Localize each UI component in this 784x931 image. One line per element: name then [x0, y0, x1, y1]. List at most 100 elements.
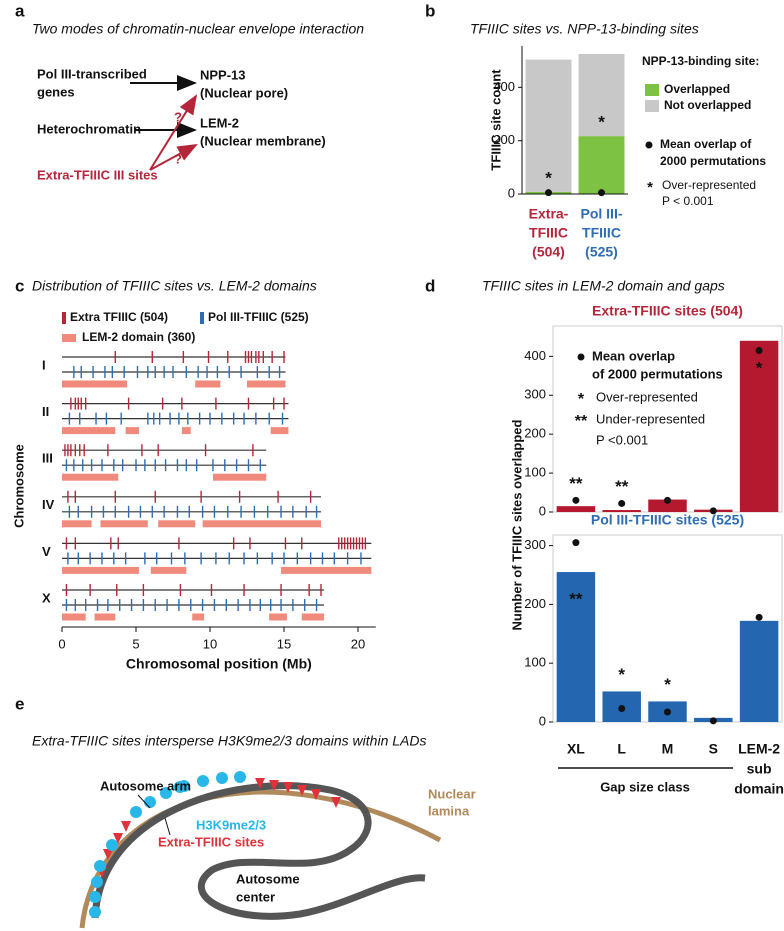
source-label: Pol III-transcribed — [37, 66, 147, 81]
lem2-domain — [62, 566, 139, 574]
target-label: NPP-13 — [200, 67, 246, 82]
chromosome-label: X — [42, 590, 51, 605]
y-axis-label: Number of TFIIIC sites overlapped — [509, 419, 524, 630]
marker: ** — [569, 474, 583, 493]
y-tick-label: 400 — [493, 79, 515, 94]
lem2-domain — [100, 520, 148, 528]
site-triangle — [103, 849, 113, 860]
panel-label: a — [15, 1, 25, 20]
mean-dot — [545, 189, 552, 197]
legend-label: Overlapped — [664, 82, 730, 96]
panel-label: d — [425, 276, 435, 295]
source-label: genes — [37, 84, 75, 99]
marks — [89, 771, 341, 918]
site-triangle — [269, 780, 279, 791]
y-tick-label: 100 — [524, 465, 546, 480]
source-label: Heterochromatin — [37, 121, 141, 136]
lem2-domain — [202, 520, 321, 528]
chromosome-label: I — [42, 357, 46, 372]
y-tick-label: 0 — [539, 503, 546, 518]
lem2-domain — [125, 427, 139, 435]
lem2-domain — [62, 427, 116, 435]
chromosome-label: IV — [42, 497, 55, 512]
site-triangle — [297, 785, 307, 796]
mean-dot — [709, 717, 717, 725]
mean-dot — [572, 496, 580, 504]
h3k9-dot — [234, 771, 246, 783]
y-axis-label: TFIIIC site count — [488, 69, 503, 171]
legend-label: Over-represented — [596, 389, 698, 404]
y-tick-label: 200 — [493, 132, 515, 147]
x-tick-label: XL — [567, 741, 585, 757]
chart-title: TFIIIC sites vs. NPP-13-binding sites — [470, 21, 699, 37]
label: Autosome — [236, 871, 300, 886]
x-tick-label: domain — [734, 781, 784, 797]
h3k9-dot — [197, 775, 209, 787]
legend-title: NPP-13-binding site: — [642, 54, 759, 68]
panel-strip: Pol III-TFIIIC sites (525) — [591, 512, 744, 528]
panel-label: e — [15, 694, 24, 713]
y-tick-label: 0 — [539, 713, 546, 728]
site-triangle — [255, 778, 265, 789]
label: H3K9me2/3 — [196, 817, 266, 832]
marker: * — [618, 665, 625, 684]
mean-dot — [618, 704, 626, 712]
x-tick-label: LEM-2 — [738, 741, 780, 757]
h3k9-dot — [91, 876, 103, 888]
h3k9-dot — [174, 781, 186, 793]
bar — [648, 499, 687, 512]
site-triangle — [311, 789, 321, 800]
x-tick-label: (525) — [585, 244, 618, 260]
mean-dot — [709, 507, 717, 515]
lem2-domain — [301, 613, 324, 621]
legend-dot — [645, 141, 653, 149]
legend-label: Mean overlap of — [660, 137, 752, 151]
mean-dot — [755, 347, 763, 355]
x-tick-label: 20 — [351, 636, 365, 651]
lem2-domain — [269, 613, 287, 621]
chromatin — [91, 782, 426, 920]
bar-segment — [578, 136, 625, 194]
legend-label: Mean overlap — [592, 348, 675, 363]
target-label: (Nuclear membrane) — [200, 133, 326, 148]
mean-dot — [664, 708, 671, 716]
site-triangle — [283, 782, 293, 793]
legend-label: Extra TFIIIC (504) — [70, 310, 168, 324]
marker: ** — [615, 477, 629, 496]
chromosome-label: II — [42, 404, 49, 419]
legend-swatch — [62, 312, 66, 324]
legend-label: LEM-2 domain (360) — [82, 330, 195, 344]
marker: ** — [569, 590, 583, 609]
arrow — [149, 94, 198, 171]
mean-dot — [618, 499, 626, 507]
mean-dot — [572, 539, 580, 547]
x-tick-label: 5 — [132, 636, 139, 651]
lem2-domain — [62, 380, 128, 388]
label: Autosome arm — [100, 778, 191, 793]
legend-symbol: * — [647, 179, 653, 196]
x-tick-label: M — [662, 741, 674, 757]
site-triangle — [331, 797, 341, 808]
target-label: (Nuclear pore) — [200, 85, 288, 100]
group-label: Gap size class — [600, 779, 690, 794]
h3k9-dot — [144, 796, 156, 808]
legend-swatch — [645, 84, 659, 96]
bar — [602, 510, 641, 512]
marker: * — [664, 675, 671, 694]
lem2-domain — [212, 473, 267, 481]
x-tick-label: TFIIIC — [529, 225, 568, 241]
legend-label: of 2000 permutations — [592, 366, 723, 381]
lem2-domain — [192, 613, 205, 621]
y-tick-label: 300 — [524, 537, 546, 552]
x-tick-label: Extra- — [529, 206, 569, 222]
label: lamina — [428, 803, 470, 818]
legend-swatch — [62, 334, 76, 342]
h3k9-dot — [160, 787, 172, 799]
y-tick-label: 300 — [524, 387, 546, 402]
lem2-domain — [62, 613, 86, 621]
panel-title: Two modes of chromatin-nuclear envelope … — [32, 21, 364, 37]
site-triangle — [113, 833, 123, 844]
x-tick-label: (504) — [532, 244, 565, 260]
legend-dot — [577, 353, 585, 361]
